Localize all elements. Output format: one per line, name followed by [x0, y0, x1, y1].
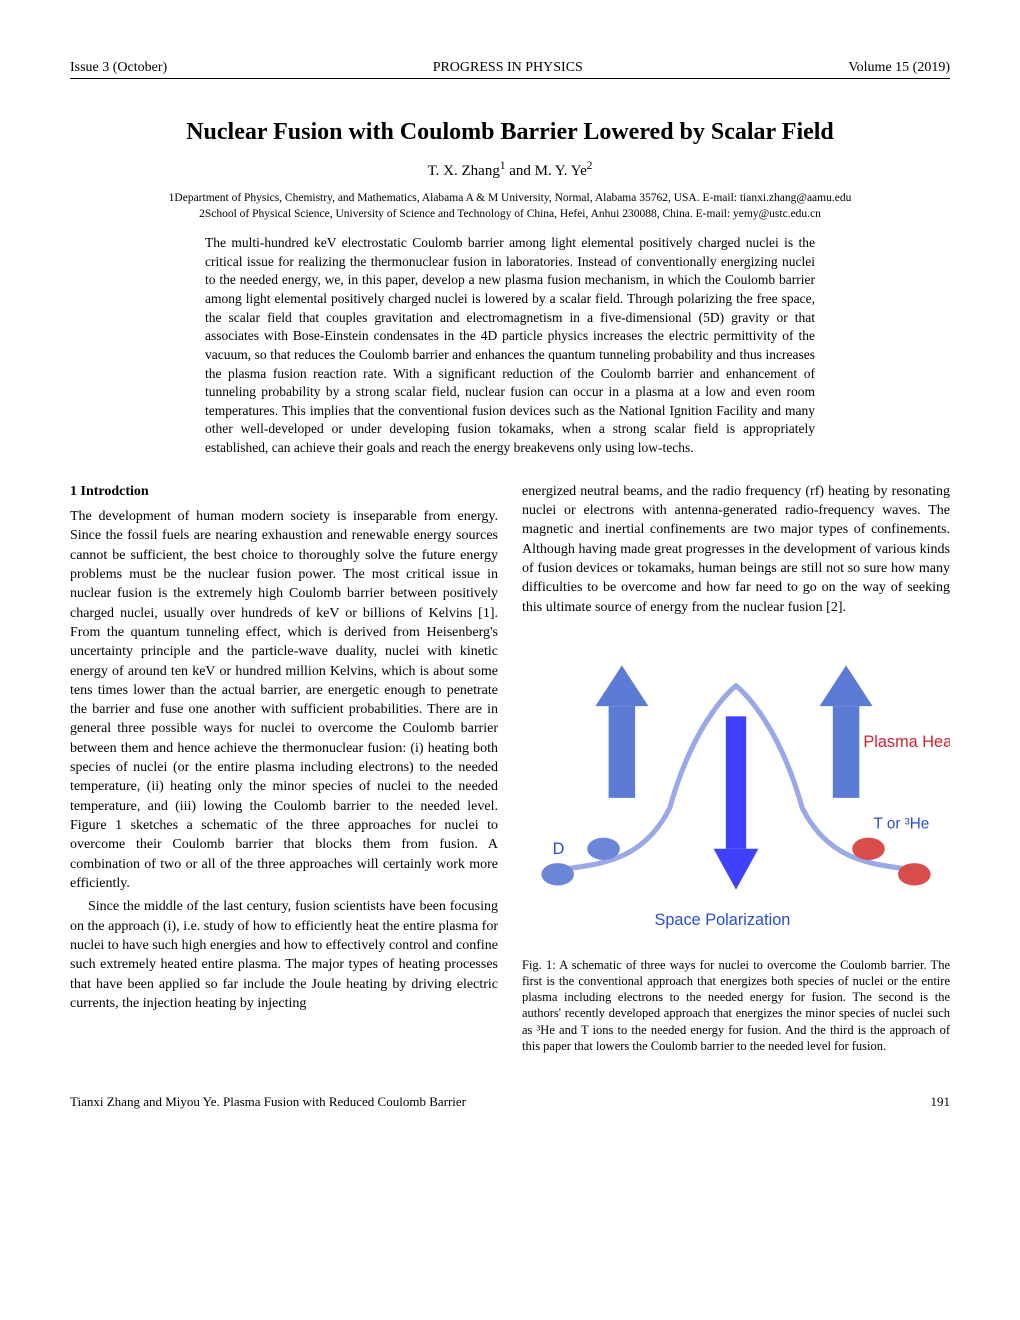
left-column: 1 Introdction The development of human m…	[70, 482, 498, 1055]
header-right: Volume 15 (2019)	[848, 60, 950, 76]
arrow-up-left-icon	[595, 665, 648, 797]
arrow-down-center-icon	[714, 716, 759, 889]
running-header: Issue 3 (October) PROGRESS IN PHYSICS Vo…	[70, 60, 950, 79]
body-columns: 1 Introdction The development of human m…	[70, 482, 950, 1055]
abstract: The multi-hundred keV electrostatic Coul…	[205, 234, 815, 458]
figure-1-svg: D T or ³He Plasma Heating Space Polariza…	[522, 645, 950, 941]
footer: Tianxi Zhang and Miyou Ye. Plasma Fusion…	[70, 1094, 950, 1110]
right-column: energized neutral beams, and the radio f…	[522, 482, 950, 1055]
label-right: T or ³He	[874, 815, 930, 832]
section-1-para-2: Since the middle of the last century, fu…	[70, 897, 498, 1013]
section-1-heading: 1 Introdction	[70, 482, 498, 501]
author-2: M. Y. Ye	[535, 163, 587, 179]
author-1-sup: 1	[500, 160, 506, 172]
authors-line: T. X. Zhang1 and M. Y. Ye2	[70, 160, 950, 180]
label-d: D	[553, 840, 565, 858]
nucleus-blue-1-icon	[541, 863, 574, 885]
figure-1: D T or ³He Plasma Heating Space Polariza…	[522, 645, 950, 1054]
author-2-sup: 2	[587, 160, 593, 172]
author-1: T. X. Zhang	[428, 163, 500, 179]
affiliation-2: 2School of Physical Science, University …	[70, 206, 950, 222]
author-and: and	[509, 163, 534, 179]
paper-title: Nuclear Fusion with Coulomb Barrier Lowe…	[70, 119, 950, 146]
page-number: 191	[931, 1094, 951, 1110]
nucleus-red-1-icon	[852, 837, 885, 859]
nucleus-red-2-icon	[898, 863, 931, 885]
header-left: Issue 3 (October)	[70, 60, 167, 76]
nucleus-blue-2-icon	[587, 837, 620, 859]
label-polarization: Space Polarization	[654, 911, 790, 929]
arrow-up-right-icon	[820, 665, 873, 797]
figure-1-caption: Fig. 1: A schematic of three ways for nu…	[522, 957, 950, 1055]
section-1-para-3: energized neutral beams, and the radio f…	[522, 482, 950, 617]
footer-left: Tianxi Zhang and Miyou Ye. Plasma Fusion…	[70, 1094, 466, 1110]
affiliation-1: 1Department of Physics, Chemistry, and M…	[70, 190, 950, 206]
affiliations: 1Department of Physics, Chemistry, and M…	[70, 190, 950, 222]
header-center: PROGRESS IN PHYSICS	[433, 60, 583, 76]
section-1-para-1: The development of human modern society …	[70, 507, 498, 893]
label-heating: Plasma Heating	[863, 733, 950, 751]
